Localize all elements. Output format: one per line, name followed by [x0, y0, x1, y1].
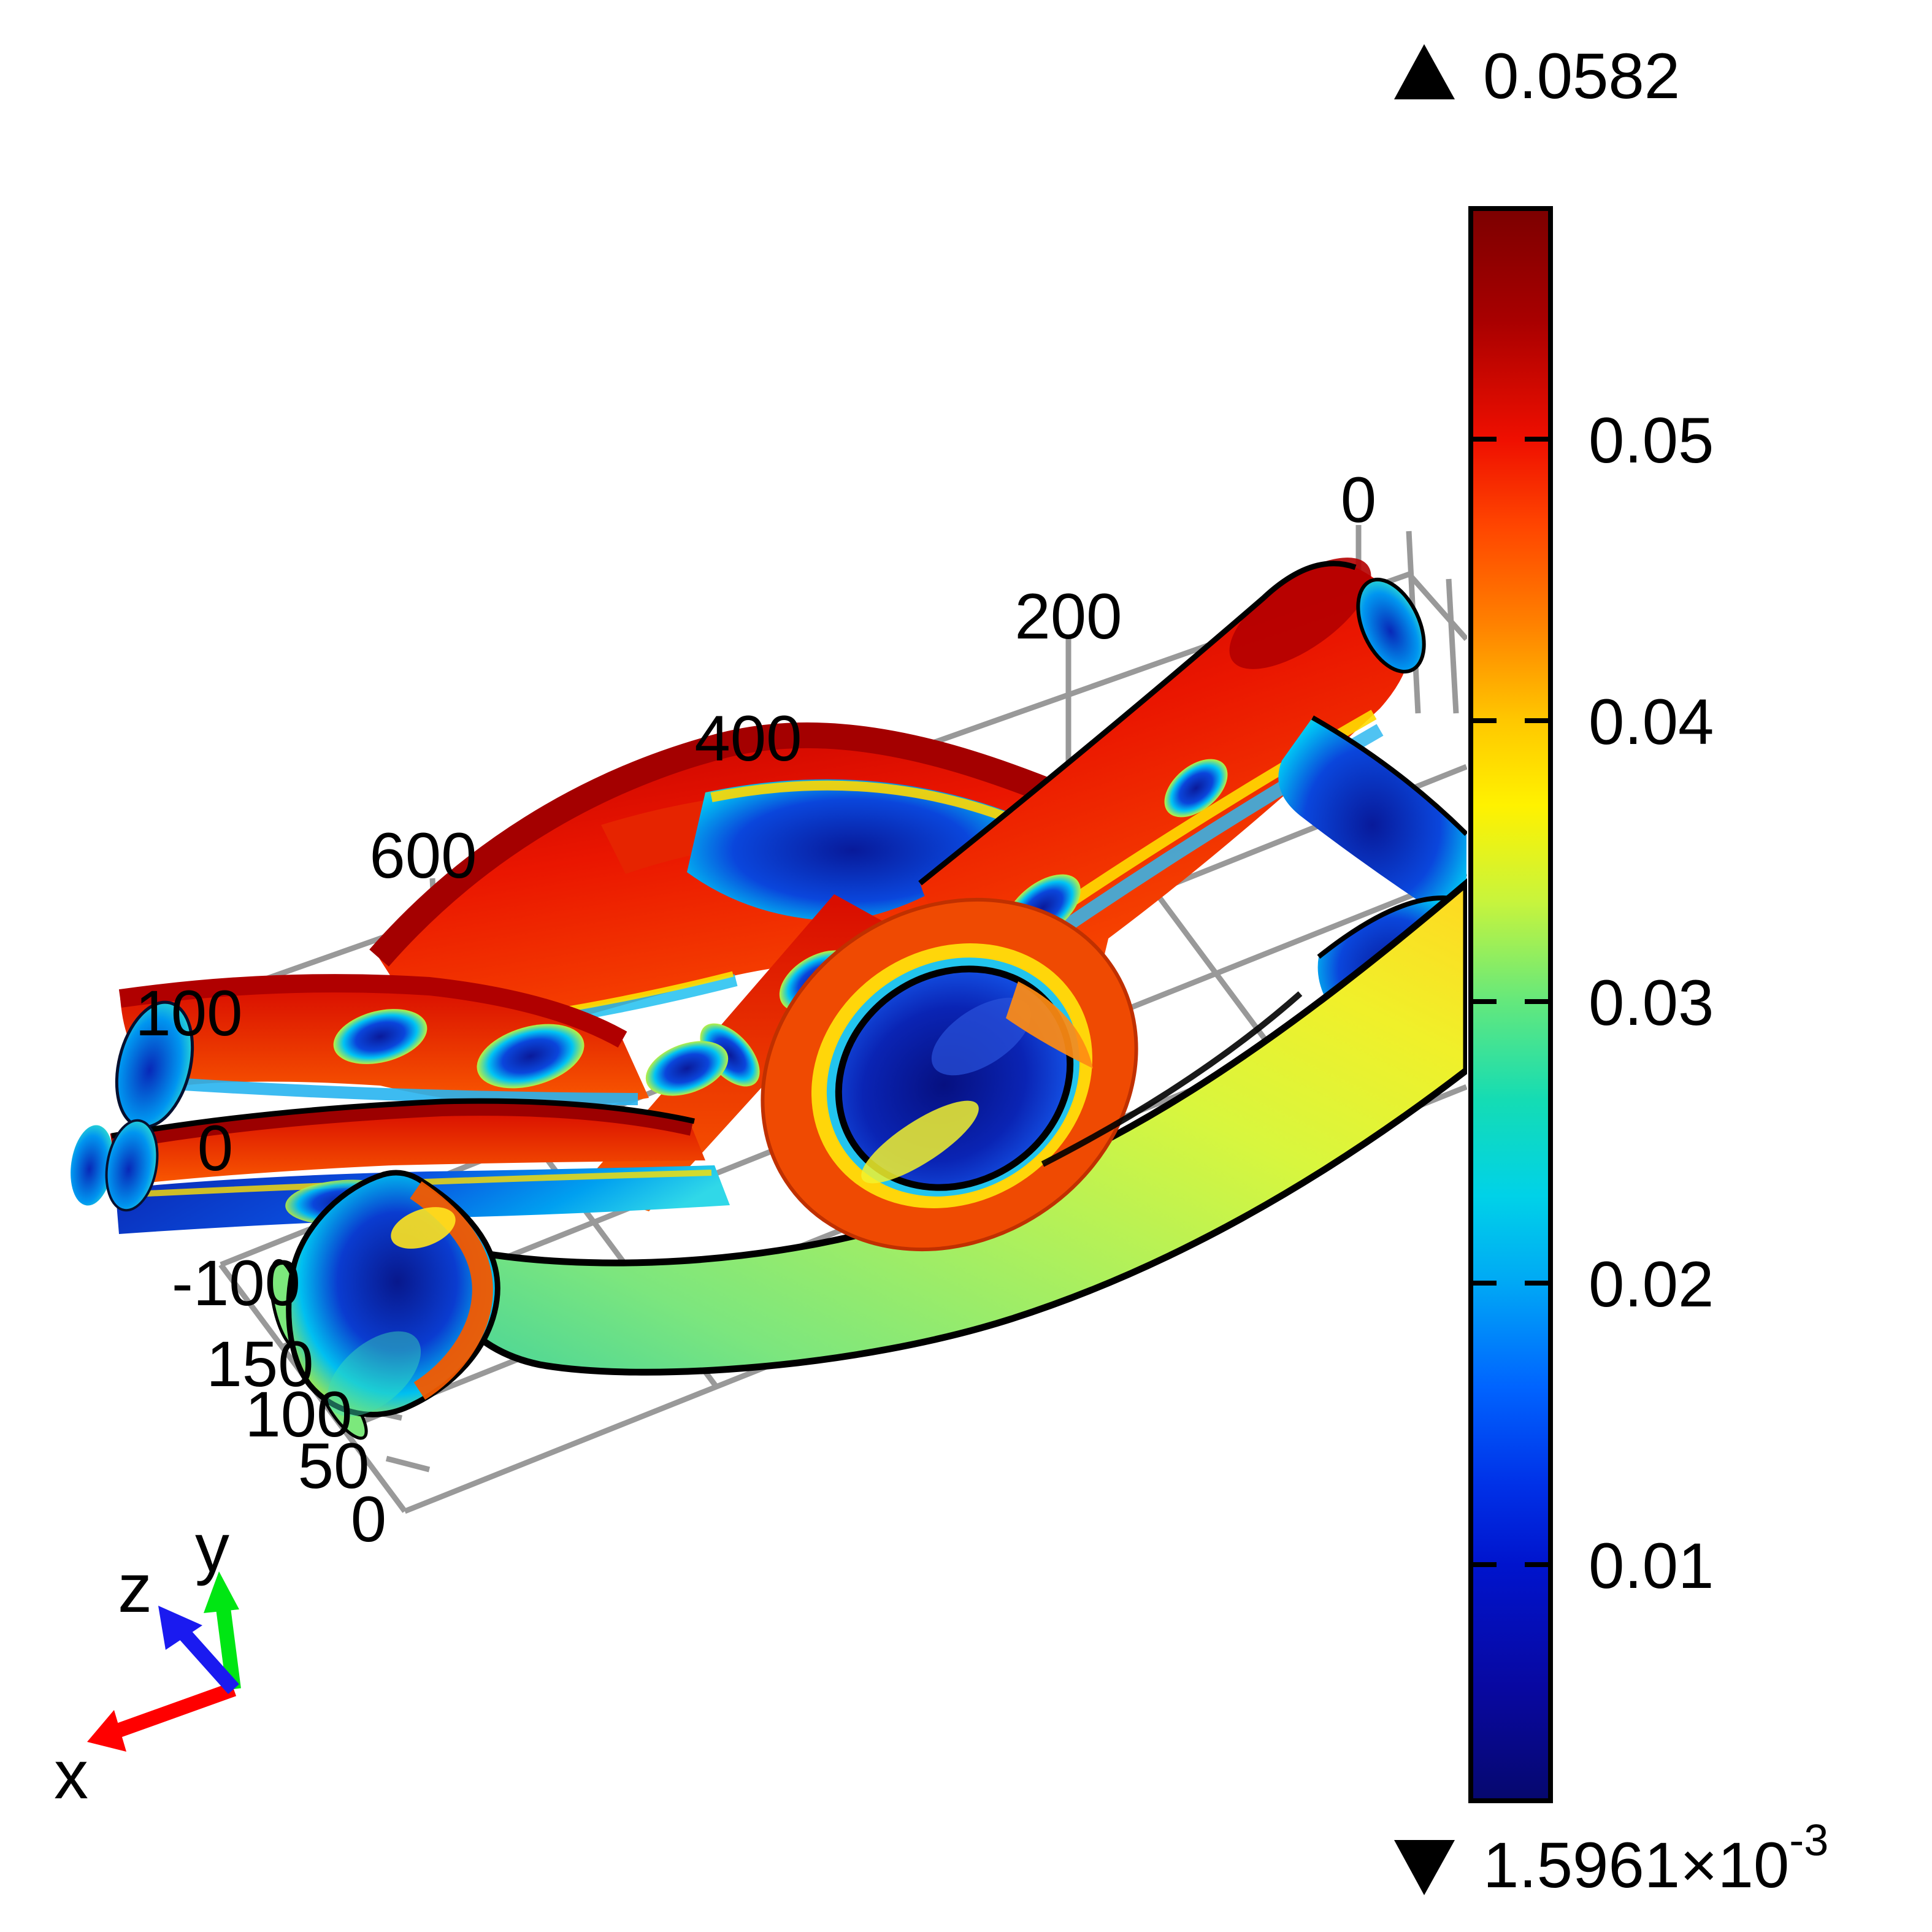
- binder-loop: [761, 897, 1138, 1252]
- triad-y-label: y: [195, 1509, 229, 1586]
- x-axis-arrow: [102, 1682, 237, 1742]
- colorbar-tick-0.03: 0.03: [1589, 967, 1714, 1039]
- y-tick-0: 0: [197, 1113, 233, 1184]
- warp-yarn-right: [920, 563, 1411, 983]
- z-tick-150: 150: [206, 1328, 313, 1400]
- colorbar-tick-0.01: 0.01: [1589, 1530, 1714, 1602]
- colorbar-tick-marks: [1471, 437, 1551, 1567]
- y-tick-neg100: -100: [172, 1248, 301, 1319]
- colorbar: 0.05 0.04 0.03 0.02 0.01 0.0582 1.5961×1…: [1394, 40, 1828, 1901]
- colorbar-tick-0.04: 0.04: [1589, 686, 1714, 758]
- binder-hook-end: [269, 1170, 500, 1440]
- x-tick-600: 600: [369, 820, 477, 892]
- woven-yarn-structure: [71, 558, 1467, 1440]
- triad-x-label: x: [54, 1736, 88, 1813]
- colorbar-gradient: [1468, 206, 1553, 1803]
- triad-z-label: z: [118, 1550, 152, 1627]
- contact-zone-right: [1278, 718, 1466, 932]
- x-axis-tick-labels: 0 200 400 600: [369, 464, 1376, 892]
- x-tick-0: 0: [1341, 464, 1376, 536]
- min-value-base: 1.5961×10: [1483, 1830, 1789, 1901]
- z-axis-tick-labels: 150 100 50 0: [206, 1328, 386, 1555]
- z-tick-100: 100: [245, 1379, 352, 1451]
- x-tick-200: 200: [1014, 581, 1122, 653]
- y-tick-100: 100: [135, 978, 242, 1049]
- max-value-label: 0.0582: [1483, 40, 1680, 112]
- z-tick-0: 0: [351, 1484, 386, 1555]
- x-axis-arrowhead: [87, 1710, 126, 1752]
- min-value-label: 1.5961×10-3: [1483, 1816, 1828, 1901]
- colorbar-tick-0.02: 0.02: [1589, 1249, 1714, 1321]
- colorbar-tick-0.05: 0.05: [1589, 405, 1714, 477]
- z-axis-arrowhead: [158, 1606, 202, 1650]
- y-axis-arrow: [216, 1607, 241, 1690]
- orientation-triad: x y z: [54, 1509, 241, 1813]
- y-axis-arrowhead: [204, 1571, 239, 1613]
- scene-3d: [71, 525, 1467, 1514]
- x-tick-400: 400: [694, 703, 802, 775]
- y-axis-tick-labels: 100 0 -100: [135, 978, 301, 1319]
- up-triangle-icon: [1394, 44, 1455, 99]
- min-value-exponent: -3: [1789, 1816, 1828, 1865]
- z-tick-50: 50: [298, 1430, 370, 1502]
- down-triangle-icon: [1394, 1840, 1455, 1895]
